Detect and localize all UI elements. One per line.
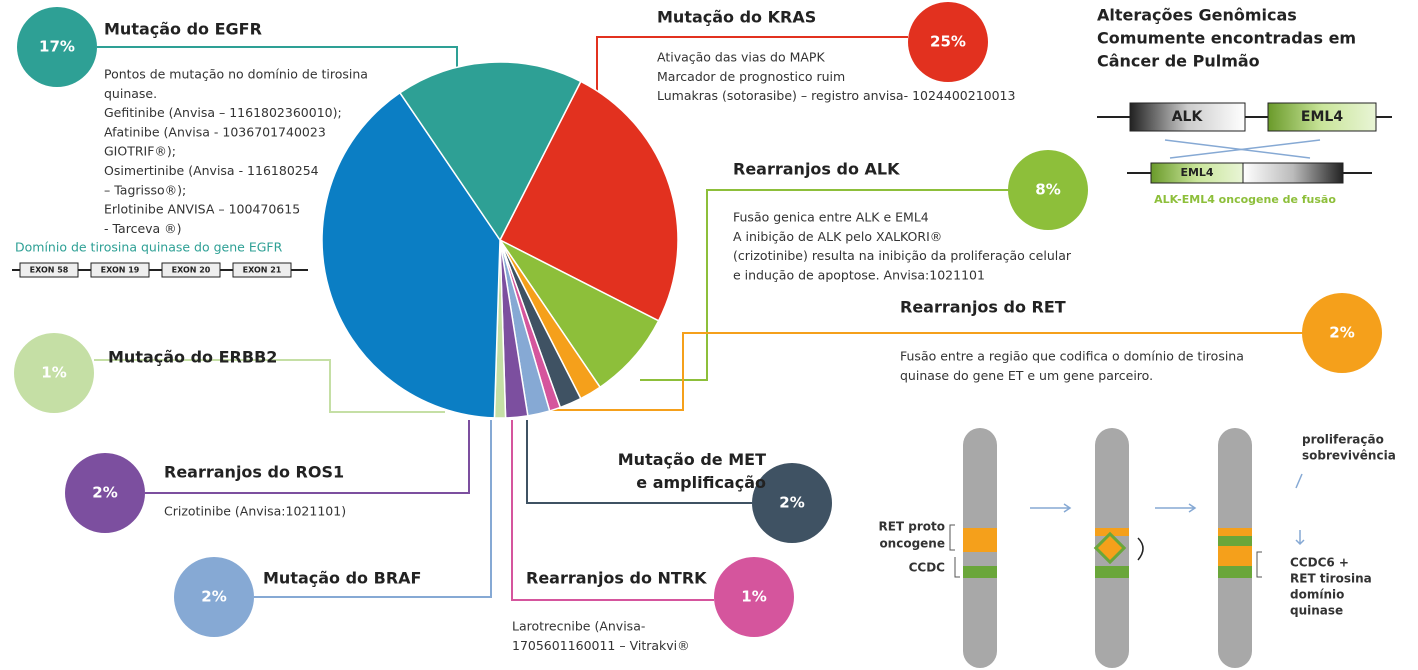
callout-text: quinase. — [104, 86, 157, 101]
callout-title: Mutação do EGFR — [104, 20, 262, 39]
ret-label: RET proto — [878, 520, 945, 534]
callout-text: 1705601160011 – Vitrakvi® — [512, 638, 690, 653]
callout-text: Gefitinibe (Anvisa – 1161802360010); — [104, 105, 342, 120]
percent-label: 2% — [1329, 324, 1354, 342]
callout-text: - Tarceva ®) — [104, 221, 182, 236]
callout-title: Rearranjos do ALK — [733, 160, 900, 179]
callout-text: Ativação das vias do MAPK — [657, 50, 825, 65]
ccdc-band — [1218, 536, 1252, 546]
callout-text: Larotrecnibe (Anvisa- — [512, 619, 645, 634]
ccdc-band — [1095, 566, 1129, 578]
gene-label: EML4 — [1301, 109, 1343, 125]
result-label: quinase — [1290, 604, 1343, 618]
percent-label: 8% — [1035, 181, 1060, 199]
callout-text: Pontos de mutação no domínio de tirosina — [104, 67, 368, 82]
callout-text: e indução de apoptose. Anvisa:1021101 — [733, 267, 985, 282]
outcome-label: sobrevivência — [1302, 449, 1396, 463]
arrow — [1030, 474, 1304, 544]
panel-title: Comumente encontradas em — [1097, 29, 1356, 48]
infographic: Domínio de tirosina quinase do gene EGFR… — [0, 0, 1418, 670]
callout-text: Erlotinibe ANVISA – 100470615 — [104, 202, 300, 217]
chart: Domínio de tirosina quinase do gene EGFR… — [0, 0, 1418, 670]
callout-text: – Tagrisso®); — [104, 182, 186, 197]
callout-title: Rearranjos do ROS1 — [164, 463, 344, 482]
callout-text: Lumakras (sotorasibe) – registro anvisa-… — [657, 88, 1015, 103]
result-label: domínio — [1290, 588, 1344, 602]
callout-text: Marcador de prognostico ruim — [657, 69, 845, 84]
callout-title: Mutação do KRAS — [657, 8, 816, 27]
ret-label: CCDC — [909, 561, 946, 575]
callout-text: Osimertinibe (Anvisa - 116180254 — [104, 163, 319, 178]
result-label: CCDC6 + — [1290, 556, 1349, 570]
egfr-caption: Domínio de tirosina quinase do gene EGFR — [15, 240, 283, 255]
percent-label: 2% — [779, 494, 804, 512]
percent-label: 2% — [92, 484, 117, 502]
leader-line — [145, 420, 469, 493]
ret-band — [1218, 528, 1252, 536]
exon-label: EXON 19 — [101, 266, 140, 275]
callout-text: Afatinibe (Anvisa - 1036701740023 — [104, 124, 326, 139]
gene-label: ALK — [1172, 109, 1204, 125]
alk-box — [1243, 163, 1343, 183]
exon-label: EXON 21 — [243, 266, 282, 275]
percent-label: 25% — [930, 33, 966, 51]
percent-label: 17% — [39, 38, 75, 56]
percent-label: 1% — [741, 588, 766, 606]
callout-title: Mutação de MET e amplificação — [606, 448, 766, 494]
exon-label: EXON 58 — [30, 266, 69, 275]
ret-label: oncogene — [879, 537, 945, 551]
result-label: RET tirosina — [1290, 572, 1372, 586]
callout-text: (crizotinibe) resulta na inibição da pro… — [733, 248, 1072, 263]
ret-band — [1218, 546, 1252, 566]
callout-title: Rearranjos do RET — [900, 298, 1066, 317]
ccdc-band — [963, 566, 997, 578]
callout-title: Rearranjos do NTRK — [526, 569, 707, 588]
fusion-caption: ALK-EML4 oncogene de fusão — [1154, 193, 1336, 206]
callout-text: Crizotinibe (Anvisa:1021101) — [164, 504, 346, 519]
panel-title: Câncer de Pulmão — [1097, 52, 1260, 71]
callout-title: Mutação do BRAF — [263, 569, 421, 588]
callout-text: GIOTRIF®); — [104, 144, 176, 159]
ccdc-band — [1218, 566, 1252, 578]
gene-label: EML4 — [1180, 166, 1213, 179]
panel-title: Alterações Genômicas — [1097, 6, 1297, 25]
rotation-arrow — [1138, 538, 1143, 560]
callout-text: Fusão entre a região que codifica o domí… — [900, 349, 1244, 364]
percent-label: 1% — [41, 364, 66, 382]
ret-band — [963, 528, 997, 552]
callout-text: A inibição de ALK pelo XALKORI® — [733, 229, 942, 244]
callout-title: Mutação do ERBB2 — [108, 348, 277, 367]
exon-label: EXON 20 — [172, 266, 211, 275]
outcome-label: proliferação — [1302, 433, 1384, 447]
callout-text: quinase do gene ET e um gene parceiro. — [900, 368, 1153, 383]
callout-text: Fusão genica entre ALK e EML4 — [733, 210, 929, 225]
percent-label: 2% — [201, 588, 226, 606]
